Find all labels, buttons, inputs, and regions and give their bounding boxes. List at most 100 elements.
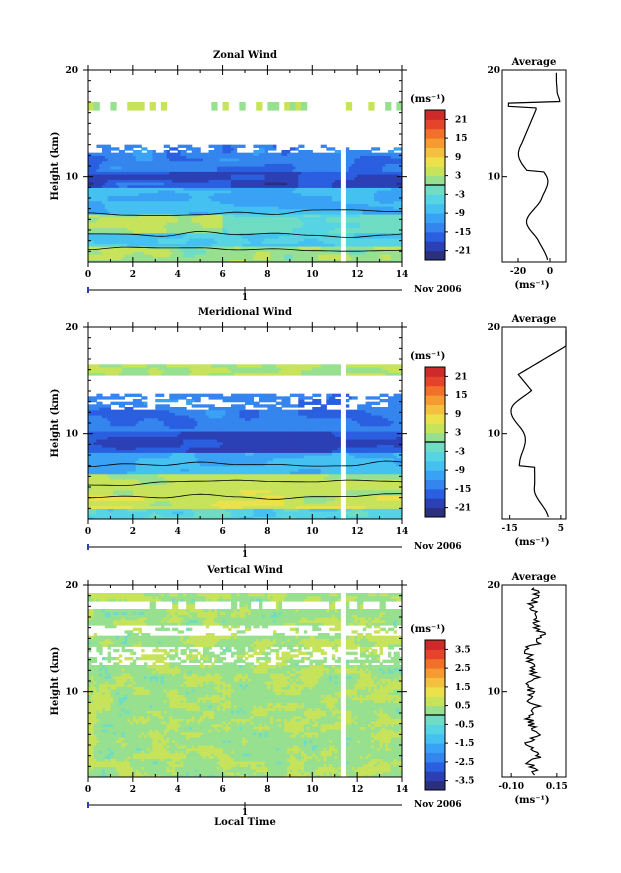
contour-line <box>88 246 402 252</box>
y-tick-label: 20 <box>65 66 78 76</box>
colorbar-tick-label: 21 <box>455 372 468 382</box>
day-label: 1 <box>242 293 248 303</box>
x-tick-label: 2 <box>130 527 136 537</box>
colorbar-tick-label: -9 <box>455 466 465 476</box>
colorbar: 3.5 2.5 1.5 0.5 -0.5 -1.5 -2.5 -3.5 <box>424 639 474 791</box>
chart-title: Vertical Wind <box>206 565 283 576</box>
colorbar-tick-label: -0.5 <box>455 720 474 730</box>
x-tick-label: 0 <box>85 785 91 795</box>
x-tick-label: 2 <box>130 270 136 280</box>
y-tick-label: 10 <box>65 173 78 183</box>
average-x-tick-label: 0 <box>547 267 553 277</box>
heatmap-field <box>88 593 402 777</box>
average-unit: (ms⁻¹) <box>514 795 549 806</box>
average-title: Average <box>511 572 557 583</box>
colorbar-tick-label: 3 <box>455 429 461 439</box>
average-x-tick-label: 0.15 <box>546 782 568 792</box>
colorbar-tick-label: -21 <box>455 504 471 514</box>
y-tick-label: 20 <box>65 323 78 333</box>
x-tick-label: 6 <box>219 785 225 795</box>
heatmap-field <box>88 364 402 519</box>
colorbar-unit: (ms⁻¹) <box>410 624 445 635</box>
colorbar-tick-label: -9 <box>455 209 465 219</box>
chart-title: Meridional Wind <box>198 307 292 318</box>
day-label: 1 <box>242 808 248 818</box>
y-tick-label: 10 <box>65 430 78 440</box>
colorbar-tick-label: -21 <box>455 247 471 257</box>
average-y-tick-label: 20 <box>487 323 500 333</box>
colorbar-tick-label: 2.5 <box>455 664 471 674</box>
x-tick-label: 14 <box>396 270 409 280</box>
colorbar-unit: (ms⁻¹) <box>410 351 445 362</box>
average-title: Average <box>511 57 557 68</box>
x-tick-label: 14 <box>396 785 409 795</box>
average-unit: (ms⁻¹) <box>514 537 549 548</box>
x-tick-label: 10 <box>306 785 319 795</box>
day-label: 1 <box>242 550 248 560</box>
x-tick-label: 4 <box>175 785 181 795</box>
contour-line <box>88 209 402 216</box>
panel-1: Zonal Wind Height (km) 10 20 0 2 4 6 8 10 12 14 1 Nov… <box>50 50 567 303</box>
colorbar-tick-label: 1.5 <box>455 683 471 693</box>
x-tick-label: 6 <box>219 527 225 537</box>
y-axis-label: Height (km) <box>50 132 61 201</box>
colorbar-tick-label: 0.5 <box>455 702 471 712</box>
x-tick-label: 10 <box>306 527 319 537</box>
average-x-tick-label: -0.10 <box>498 782 524 792</box>
x-tick-label: 8 <box>264 785 270 795</box>
heatmap-field <box>88 102 402 262</box>
contour-line <box>88 230 402 238</box>
x-tick-label: 8 <box>264 527 270 537</box>
colorbar-tick-label: -3 <box>455 190 465 200</box>
y-tick-label: 20 <box>65 581 78 591</box>
colorbar-tick-label: -3.5 <box>455 777 474 787</box>
colorbar: 21 15 9 3 -3 -9 -15 -21 <box>424 109 471 261</box>
average-unit: (ms⁻¹) <box>514 280 549 291</box>
x-tick-label: 14 <box>396 527 409 537</box>
x-tick-label: 6 <box>219 270 225 280</box>
average-profile-line <box>510 329 567 518</box>
average-y-tick-label: 20 <box>487 581 500 591</box>
colorbar-tick-label: -15 <box>455 228 471 238</box>
average-title: Average <box>511 314 557 325</box>
average-panel: Average 10 20 -20 0 (ms⁻¹) <box>487 57 567 291</box>
colorbar-tick-label: 15 <box>455 134 468 144</box>
average-y-tick-label: 10 <box>487 688 500 698</box>
date-label: Nov 2006 <box>414 800 462 810</box>
average-x-tick-label: -15 <box>502 524 518 534</box>
y-tick-label: 10 <box>65 688 78 698</box>
x-tick-label: 12 <box>351 527 364 537</box>
average-y-tick-label: 20 <box>487 66 500 76</box>
x-tick-label: 8 <box>264 270 270 280</box>
x-tick-label: 4 <box>175 270 181 280</box>
colorbar-tick-label: -2.5 <box>455 758 474 768</box>
colorbar-tick-label: -1.5 <box>455 739 474 749</box>
x-tick-label: 12 <box>351 785 364 795</box>
contour-line <box>88 460 402 468</box>
x-tick-label: 0 <box>85 270 91 280</box>
x-tick-label: 2 <box>130 785 136 795</box>
date-label: Nov 2006 <box>414 285 462 295</box>
contour-line <box>88 493 402 500</box>
average-panel: Average 10 20 -15 5 (ms⁻¹) <box>487 314 567 548</box>
panel-3: Vertical Wind Height (km) 10 20 0 2 4 6 8 10 12 14 1… <box>50 565 568 828</box>
x-tick-label: 10 <box>306 270 319 280</box>
average-profile-line <box>507 72 561 261</box>
colorbar-unit: (ms⁻¹) <box>410 94 445 105</box>
x-tick-label: 12 <box>351 270 364 280</box>
colorbar-tick-label: 21 <box>455 115 468 125</box>
colorbar-tick-label: 3 <box>455 172 461 182</box>
colorbar-tick-label: 3.5 <box>455 645 471 655</box>
date-label: Nov 2006 <box>414 542 462 552</box>
colorbar-tick-label: 9 <box>455 153 461 163</box>
colorbar-tick-label: 9 <box>455 410 461 420</box>
average-x-tick-label: -20 <box>510 267 526 277</box>
average-profile-line <box>522 587 547 776</box>
colorbar-tick-label: 15 <box>455 391 468 401</box>
x-tick-label: 0 <box>85 527 91 537</box>
average-x-tick-label: 5 <box>558 524 564 534</box>
x-axis-label: Local Time <box>214 817 276 828</box>
colorbar-tick-label: -15 <box>455 485 471 495</box>
